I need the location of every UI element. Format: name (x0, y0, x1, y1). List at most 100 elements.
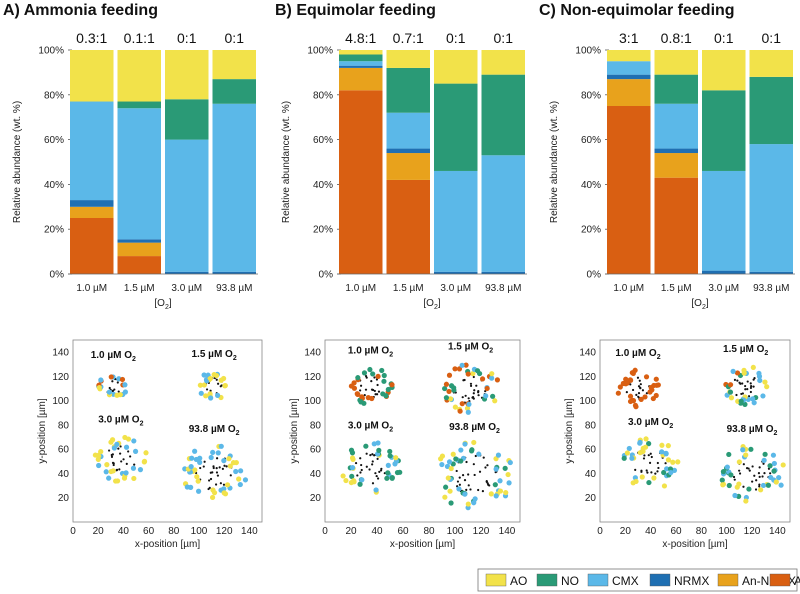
cell-dot-cmx (122, 382, 128, 388)
bar-segment-cmx (654, 103, 698, 149)
cell-dot-no (443, 395, 450, 401)
bar-segment-an-nrmx (654, 153, 698, 178)
plot-frame (324, 339, 521, 523)
plot-frame (599, 339, 791, 523)
x-tick-label: 40 (645, 526, 657, 537)
cell-dot-cmx (123, 470, 129, 476)
bar-segment-amx (339, 90, 383, 274)
cell-dot-core (465, 460, 468, 464)
cell-dot-ao (659, 442, 665, 448)
cell-dot-core (477, 390, 480, 393)
x-tick-label: 1.0 µM (613, 283, 644, 294)
cell-dot-ao (643, 436, 649, 442)
cell-dot-core (365, 465, 368, 468)
cell-dot-core (359, 471, 362, 474)
cell-dot-ao (470, 370, 476, 377)
y-tick-label: 60 (58, 445, 70, 456)
cell-dot-ao (230, 460, 237, 466)
cell-dot-amx (633, 404, 639, 410)
bar-segment-amx (386, 179, 430, 274)
cell-dot-core (481, 490, 484, 493)
cell-dot-core (761, 475, 764, 478)
cell-dot-core (741, 382, 744, 385)
cell-dot-amx (365, 395, 371, 401)
x-tick-label: 93.8 µM (485, 283, 521, 294)
x-tick-label: 100 (718, 526, 735, 537)
cell-dot-amx (484, 385, 490, 392)
cell-dot-no (361, 370, 368, 376)
cell-dot-core (112, 463, 115, 467)
cell-dot-core (646, 471, 649, 474)
x-tick-label: 100 (191, 526, 208, 537)
cell-dot-ao (209, 494, 216, 501)
cell-dot-core (359, 457, 362, 460)
cell-dot-cmx (215, 450, 221, 456)
cell-dot-core (485, 480, 488, 483)
cell-dot-cmx (465, 409, 471, 415)
cell-dot-amx (624, 380, 630, 386)
cell-dot-ao (197, 382, 203, 388)
cell-dot-ao (195, 478, 201, 484)
cell-dot-core (634, 468, 637, 471)
cell-dot-cmx (730, 368, 736, 374)
bar-segment-no (386, 67, 430, 113)
cell-dot-no (379, 367, 385, 374)
cell-dot-core (746, 388, 749, 391)
legend-swatch-no (536, 573, 558, 587)
bar-segment-cmx (212, 103, 256, 272)
x-axis-label: x-position [µm] (662, 539, 727, 550)
bar-segment-cmx (702, 170, 746, 271)
cell-dot-core (364, 388, 368, 391)
cell-dot-ao (203, 393, 209, 399)
y-tick-label: 20% (581, 225, 601, 236)
cell-dot-no (458, 458, 464, 464)
cell-dot-core (752, 385, 755, 388)
cell-dot-no (492, 482, 498, 488)
cell-dot-core (360, 463, 363, 467)
cell-dot-core (744, 388, 747, 391)
x-tick-label: 1.0 µM (345, 283, 376, 294)
cell-dot-core (199, 466, 202, 470)
cell-dot-core (625, 391, 628, 394)
cell-dot-core (486, 464, 489, 467)
cell-dot-core (376, 393, 379, 396)
cell-dot-core (744, 384, 747, 388)
cell-dot-cmx (210, 449, 216, 456)
cell-dot-core (122, 458, 125, 461)
x-tick-label: 80 (423, 526, 435, 537)
cell-dot-cmx (732, 492, 738, 499)
x-axis-label: x-position [µm] (135, 539, 200, 550)
cell-dot-amx (446, 388, 452, 395)
x-tick-label: 60 (670, 526, 682, 537)
cell-dot-ao (201, 382, 207, 388)
cluster-title-subscript: 2 (233, 355, 237, 362)
cell-dot-amx (653, 376, 659, 382)
cell-dot-cmx (760, 393, 766, 399)
cell-dot-ao (96, 384, 102, 391)
cell-dot-cmx (208, 454, 214, 461)
cell-dot-ao (780, 462, 786, 468)
bar-segment-ao (654, 50, 698, 75)
cell-dot-core (376, 457, 379, 460)
cell-dot-core (370, 388, 374, 391)
legend-label-ao: AO (510, 574, 527, 588)
cluster-title-subscript: 2 (389, 427, 393, 434)
y-tick-label: 120 (304, 372, 321, 383)
cell-dot-cmx (131, 438, 137, 444)
cell-dot-no (661, 469, 667, 476)
cell-dot-ao (95, 456, 101, 462)
cell-dot-core (637, 395, 640, 398)
cell-dot-amx (457, 408, 463, 414)
legend-swatch-cmx (587, 573, 609, 587)
x-tick-label: 100 (447, 526, 464, 537)
y-axis-label: y-position [µm] (564, 398, 575, 463)
cell-dot-core (758, 485, 761, 488)
cell-dot-core (461, 396, 464, 399)
bar-segment-nrmx (434, 271, 478, 274)
cell-dot-cmx (184, 484, 190, 490)
y-axis-label: Relative abundance (wt. %) (12, 101, 23, 223)
bar-segment-no (212, 79, 256, 104)
cell-dot-no (367, 366, 373, 373)
cell-dot-core (754, 488, 758, 491)
bar-segment-amx (607, 106, 651, 274)
